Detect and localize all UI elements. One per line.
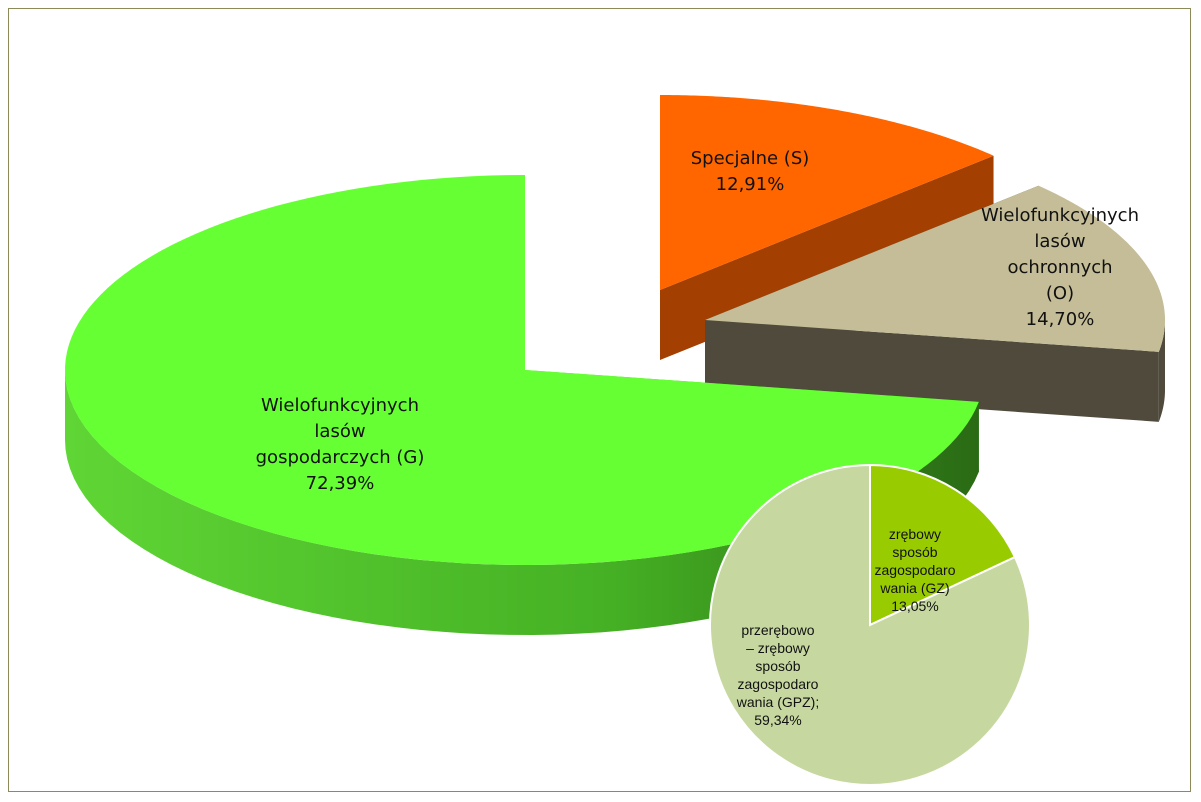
label-value: 12,91% xyxy=(715,174,785,195)
label-name: Wielofunkcyjnych lasów ochronnych (O) xyxy=(981,205,1139,304)
slice-side xyxy=(1158,320,1165,422)
slice-label: Wielofunkcyjnych lasów ochronnych (O) 14,… xyxy=(981,203,1139,333)
label-name: zrębowy sposób zagospodaro wania (GZ) xyxy=(874,526,956,596)
label-value: 14,70% xyxy=(1025,309,1095,330)
label-name: Specjalne (S) xyxy=(690,148,810,169)
slice-label: Specjalne (S) 12,91% xyxy=(691,146,810,198)
chart-frame xyxy=(8,8,1191,792)
label-value: 13,05% xyxy=(891,598,939,614)
label-name: przerębowo – zrębowy sposób zagospodaro … xyxy=(736,622,820,710)
slice-label: przerębowo – zrębowy sposób zagospodaro … xyxy=(737,621,819,729)
slice-label: zrębowy sposób zagospodaro wania (GZ) 13,… xyxy=(875,525,956,615)
slice xyxy=(705,185,1165,352)
label-value: 59,34% xyxy=(754,712,802,728)
slice-label: Wielofunkcyjnych lasów gospodarczych (G)… xyxy=(256,393,425,497)
slice xyxy=(65,175,979,565)
label-name: Wielofunkcyjnych lasów gospodarczych (G) xyxy=(255,395,425,468)
slice xyxy=(660,95,994,290)
sub-slice xyxy=(869,463,1017,627)
sub-slice xyxy=(709,463,1031,786)
label-value: 72,39% xyxy=(305,473,375,494)
